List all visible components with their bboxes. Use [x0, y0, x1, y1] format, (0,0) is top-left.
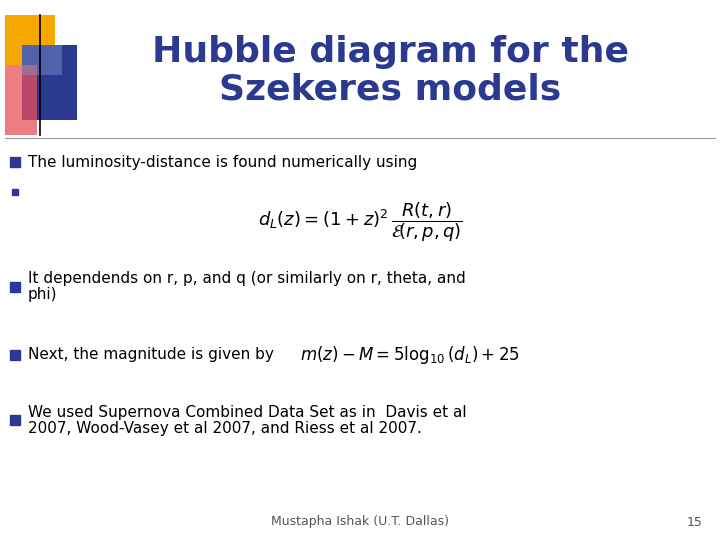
FancyBboxPatch shape	[22, 45, 62, 75]
FancyBboxPatch shape	[22, 45, 77, 120]
Text: 15: 15	[687, 516, 703, 529]
Text: phi): phi)	[28, 287, 58, 301]
Text: Szekeres models: Szekeres models	[219, 73, 561, 107]
Text: Mustapha Ishak (U.T. Dallas): Mustapha Ishak (U.T. Dallas)	[271, 516, 449, 529]
Text: $m(z)-M = 5\log_{10}(d_L)+25$: $m(z)-M = 5\log_{10}(d_L)+25$	[300, 344, 520, 366]
Text: 2007, Wood-Vasey et al 2007, and Riess et al 2007.: 2007, Wood-Vasey et al 2007, and Riess e…	[28, 421, 422, 435]
Text: $d_L(z) = (1+z)^2\,\dfrac{R\left(t,r\right)}{\mathcal{E}\!\left(r,p,q\right)}$: $d_L(z) = (1+z)^2\,\dfrac{R\left(t,r\rig…	[258, 200, 462, 244]
Text: We used Supernova Combined Data Set as in  Davis et al: We used Supernova Combined Data Set as i…	[28, 404, 467, 420]
Text: The luminosity-distance is found numerically using: The luminosity-distance is found numeric…	[28, 154, 418, 170]
FancyBboxPatch shape	[5, 65, 37, 135]
Text: It dependends on r, p, and q (or similarly on r, theta, and: It dependends on r, p, and q (or similar…	[28, 271, 466, 286]
Text: Hubble diagram for the: Hubble diagram for the	[151, 35, 629, 69]
Text: Next, the magnitude is given by: Next, the magnitude is given by	[28, 348, 274, 362]
FancyBboxPatch shape	[5, 15, 55, 65]
